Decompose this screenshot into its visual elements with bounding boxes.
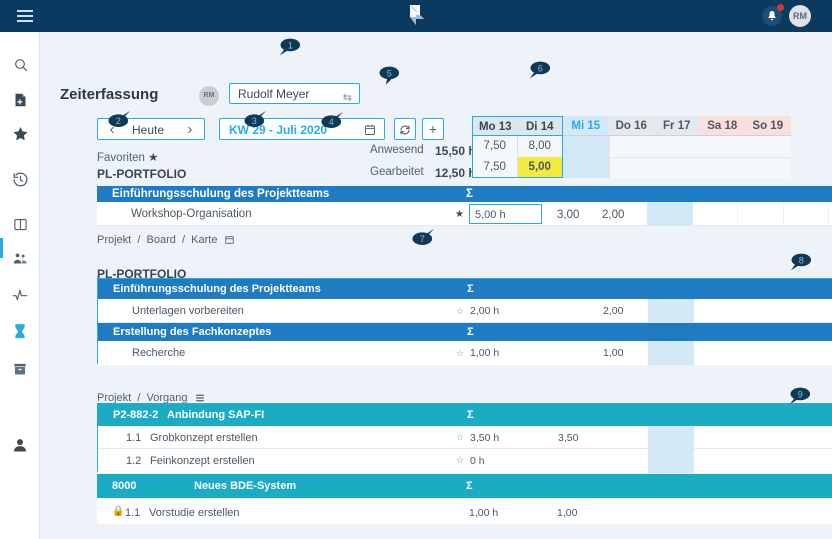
svg-text:1: 1 xyxy=(288,40,293,50)
svg-text:9: 9 xyxy=(798,389,803,399)
svg-text:3: 3 xyxy=(252,116,257,126)
svg-text:7: 7 xyxy=(420,234,425,244)
svg-text:5: 5 xyxy=(387,68,392,78)
svg-text:8: 8 xyxy=(799,255,804,265)
svg-text:2: 2 xyxy=(116,116,121,126)
svg-text:4: 4 xyxy=(329,117,334,127)
svg-text:6: 6 xyxy=(538,63,543,73)
